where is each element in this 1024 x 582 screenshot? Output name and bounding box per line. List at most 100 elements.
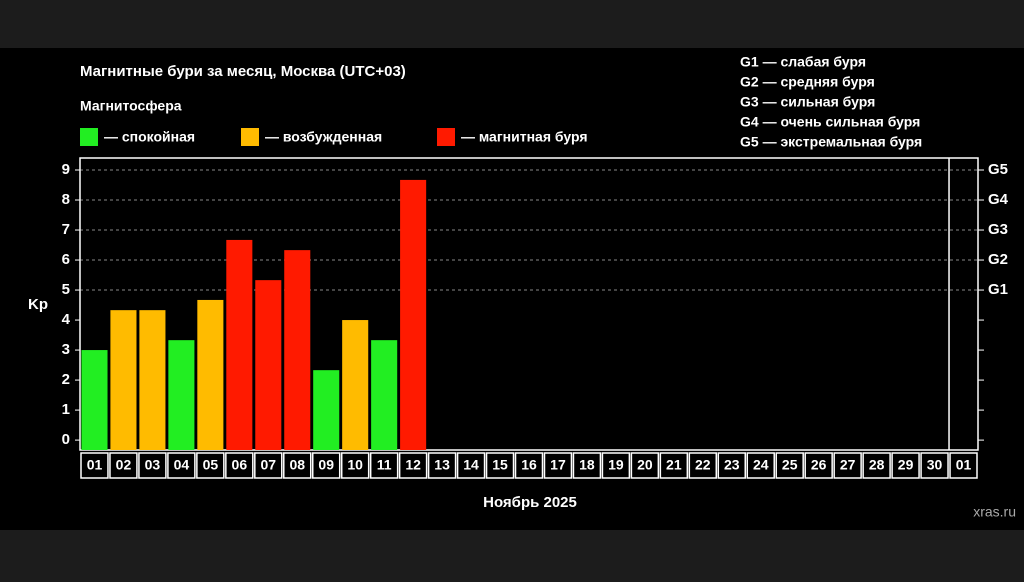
x-tick-box (949, 452, 978, 479)
x-tick-label: 27 (840, 457, 856, 473)
x-tick-label: 18 (579, 457, 595, 473)
bar (81, 350, 108, 450)
x-tick-box (109, 452, 138, 479)
x-tick-box (804, 452, 833, 479)
x-tick-label: 17 (550, 457, 566, 473)
x-tick-box (514, 452, 544, 479)
x-tick-box (398, 452, 428, 479)
x-tick-label: 24 (753, 457, 769, 473)
y-tick-label: 9 (62, 161, 70, 178)
x-axis-label: Ноябрь 2025 (483, 494, 577, 511)
x-tick-label: 04 (174, 457, 190, 473)
x-tick-label: 08 (289, 457, 305, 473)
y-axis-label: Kp (28, 296, 48, 313)
x-tick-box (196, 452, 225, 479)
legend-label: — спокойная (104, 129, 195, 145)
x-tick-box (688, 452, 718, 479)
y-tick-label: 7 (62, 221, 70, 238)
x-tick-box (225, 452, 254, 479)
subtitle: Магнитосфера (80, 98, 182, 114)
y2-tick-label: G2 (988, 251, 1008, 268)
x-tick-label: 14 (463, 457, 479, 473)
chart-title: Магнитные бури за месяц, Москва (UTC+03) (80, 63, 406, 80)
bar (342, 320, 369, 450)
x-tick-label: 25 (782, 457, 798, 473)
y-tick-label: 8 (62, 191, 70, 208)
x-tick-box (630, 452, 660, 479)
x-tick-label: 29 (898, 457, 914, 473)
x-tick-box (167, 452, 196, 479)
x-tick-label: 28 (869, 457, 885, 473)
x-tick-label: 19 (608, 457, 624, 473)
y2-tick-label: G1 (988, 281, 1008, 298)
x-tick-label: 02 (116, 457, 132, 473)
x-tick-label: 26 (811, 457, 827, 473)
x-tick-box (717, 452, 747, 479)
bar (313, 370, 340, 450)
x-tick-box (775, 452, 804, 479)
x-tick-box (833, 452, 862, 479)
x-tick-label: 06 (232, 457, 248, 473)
x-tick-box (572, 452, 602, 479)
legend-swatch (80, 128, 98, 146)
x-tick-label: 11 (377, 457, 392, 473)
x-tick-box (891, 452, 920, 479)
x-tick-label: 01 (87, 457, 103, 473)
storm-scale-label: G1 — слабая буря (740, 54, 866, 70)
y-tick-label: 4 (62, 311, 71, 328)
x-tick-label: 15 (492, 457, 508, 473)
bar (371, 340, 398, 450)
x-tick-box (456, 452, 486, 479)
y-tick-label: 1 (62, 401, 70, 418)
storm-scale-label: G2 — средняя буря (740, 74, 875, 90)
x-tick-label: 03 (145, 457, 161, 473)
storm-scale-label: G4 — очень сильная буря (740, 114, 920, 130)
x-tick-label: 05 (203, 457, 219, 473)
x-tick-label: 30 (927, 457, 943, 473)
y-tick-label: 6 (62, 251, 70, 268)
source: xras.ru (973, 504, 1016, 520)
plot-frame (79, 157, 979, 451)
y2-tick-label: G4 (988, 191, 1009, 208)
x-tick-label: 23 (724, 457, 740, 473)
y2-tick-label: G5 (988, 161, 1008, 178)
x-tick-label: 22 (695, 457, 711, 473)
legend-swatch (437, 128, 455, 146)
x-tick-label: 20 (637, 457, 653, 473)
bar (400, 179, 427, 450)
legend-label: — магнитная буря (461, 129, 588, 145)
storm-scale-label: G5 — экстремальная буря (740, 134, 922, 150)
bar (226, 239, 253, 450)
x-tick-label: 12 (405, 457, 421, 473)
x-tick-box (543, 452, 573, 479)
legend-swatch (241, 128, 259, 146)
x-tick-label: 09 (318, 457, 334, 473)
x-tick-box (862, 452, 891, 479)
bar (284, 250, 311, 450)
legend-label: — возбужденная (265, 129, 382, 145)
x-tick-box (340, 452, 370, 479)
y2-tick-label: G3 (988, 221, 1008, 238)
x-tick-label: 01 (956, 457, 972, 473)
x-tick-label: 10 (347, 457, 363, 473)
storm-scale-label: G3 — сильная буря (740, 94, 875, 110)
x-tick-box (369, 452, 399, 479)
bar (255, 280, 282, 450)
bar (139, 310, 166, 450)
bar (168, 340, 195, 450)
x-tick-box (601, 452, 631, 479)
x-tick-box (138, 452, 167, 479)
x-tick-box (920, 452, 949, 479)
x-tick-box (485, 452, 515, 479)
y-tick-label: 0 (62, 431, 70, 448)
x-tick-box (746, 452, 775, 479)
y-tick-label: 3 (62, 341, 70, 358)
x-tick-label: 13 (434, 457, 450, 473)
x-tick-box (254, 452, 283, 479)
x-tick-box (283, 452, 312, 479)
x-tick-box (311, 452, 341, 479)
y-tick-label: 2 (62, 371, 70, 388)
x-tick-box (427, 452, 457, 479)
x-tick-box (659, 452, 689, 479)
